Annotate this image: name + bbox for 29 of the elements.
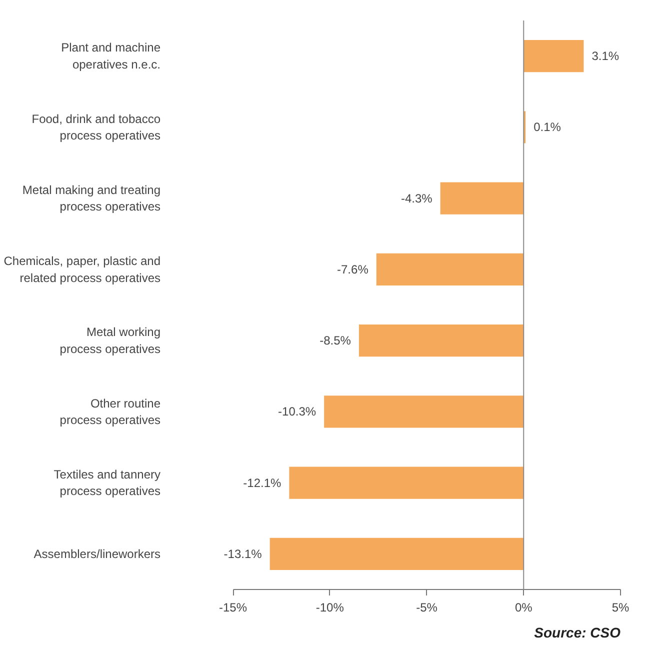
bar xyxy=(376,253,524,286)
y-tick-label: Chemicals, paper, plastic and related process operatives xyxy=(4,254,161,285)
y-tick-label: Food, drink and tobacco process operatives xyxy=(32,112,161,143)
data-label: -8.5% xyxy=(320,334,352,348)
data-label: -10.3% xyxy=(278,404,316,419)
y-tick-label: Plant and machine operatives n.e.c. xyxy=(61,40,161,72)
x-tick-label: -10% xyxy=(316,600,344,614)
source-note: Source: CSO xyxy=(534,624,621,640)
x-tick-label: 0% xyxy=(514,600,533,614)
data-label: -13.1% xyxy=(224,546,262,561)
bar xyxy=(440,182,524,214)
data-label: 3.1% xyxy=(592,49,620,64)
x-tick-label: -15% xyxy=(218,600,248,614)
bar xyxy=(289,466,524,499)
x-tick-label: 5% xyxy=(612,600,630,614)
data-label: -4.3% xyxy=(400,191,433,206)
bar xyxy=(324,396,524,428)
bar xyxy=(358,324,524,357)
y-tick-label: Textiles and tannery process operatives xyxy=(54,467,161,498)
y-tick-label: Metal making and treating process operatives xyxy=(22,182,160,214)
bar xyxy=(524,40,584,72)
y-tick-label: Metal working process operatives xyxy=(60,325,161,356)
data-label: -7.6% xyxy=(337,262,369,276)
y-tick-label: Other routine process operatives xyxy=(60,396,161,428)
data-label: 0.1% xyxy=(534,120,562,134)
y-tick-label: Assemblers/lineworkers xyxy=(34,546,160,561)
x-tick-label: -5% xyxy=(416,600,438,614)
bar xyxy=(270,538,524,570)
data-label: -12.1% xyxy=(243,476,282,490)
